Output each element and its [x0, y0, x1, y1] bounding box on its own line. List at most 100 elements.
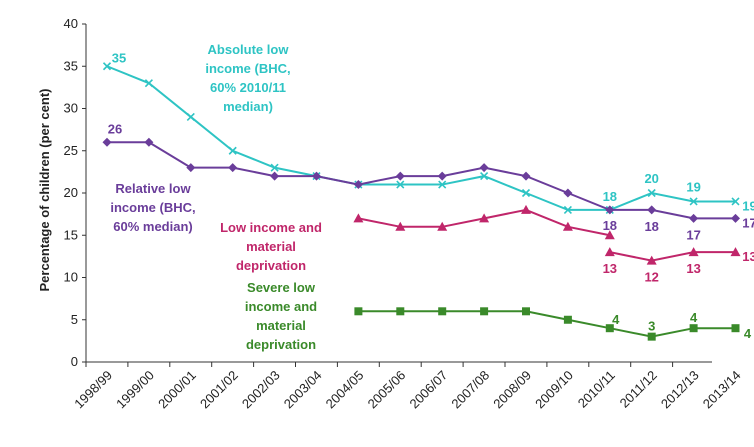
series-annotation: Low income and	[220, 220, 322, 235]
data-point	[480, 307, 489, 316]
x-tick-label: 2012/13	[658, 368, 702, 412]
data-point	[186, 163, 196, 173]
x-tick-label: 2002/03	[239, 368, 283, 412]
series-annotation: income and	[245, 299, 317, 314]
data-point	[521, 171, 531, 181]
data-point	[438, 180, 447, 189]
series-annotation: 60% 2010/11	[210, 80, 286, 95]
series-line	[106, 65, 736, 211]
data-label: 35	[112, 50, 126, 65]
y-tick-label: 40	[64, 16, 78, 31]
y-tick-label: 25	[64, 143, 78, 158]
data-label: 13	[603, 261, 617, 276]
data-point	[102, 137, 112, 147]
data-label: 17	[742, 215, 754, 230]
y-tick-label: 15	[64, 227, 78, 242]
data-point	[730, 247, 741, 257]
series-annotation: Relative low	[115, 181, 191, 196]
data-point	[522, 307, 530, 316]
data-point	[144, 79, 153, 88]
series-line	[358, 310, 736, 338]
data-point	[438, 307, 447, 316]
data-label: 13	[742, 249, 754, 264]
data-point	[647, 205, 657, 215]
data-point	[354, 307, 363, 316]
series-annotation: Absolute low	[208, 42, 290, 57]
series-annotation: median)	[223, 99, 273, 114]
data-point	[563, 205, 572, 214]
data-label: 4	[612, 312, 620, 327]
data-point	[604, 230, 615, 240]
data-label: 19	[686, 179, 700, 194]
x-tick-label: 2009/10	[532, 368, 576, 412]
series-annotation: deprivation	[246, 337, 316, 352]
data-point	[521, 204, 531, 214]
data-label: 4	[744, 326, 752, 341]
y-tick-label: 5	[71, 312, 78, 327]
y-tick-label: 0	[71, 354, 78, 369]
x-tick-label: 2011/12	[617, 368, 660, 411]
data-label: 4	[690, 310, 698, 325]
data-point	[480, 172, 489, 181]
series-annotation: income (BHC,	[110, 200, 195, 215]
data-label: 12	[644, 270, 658, 285]
data-point	[312, 171, 321, 181]
series-annotation: material	[256, 318, 306, 333]
data-label: 26	[108, 121, 122, 136]
data-point	[689, 197, 698, 206]
data-point	[562, 221, 573, 231]
data-point	[604, 247, 615, 257]
data-point	[353, 213, 364, 223]
data-point	[521, 188, 531, 198]
x-tick-label: 2000/01	[155, 368, 199, 412]
data-label: 20	[644, 171, 658, 186]
x-tick-label: 1999/00	[113, 368, 157, 412]
data-point	[563, 315, 572, 324]
data-point	[144, 137, 154, 147]
y-tick-label: 10	[64, 270, 78, 285]
data-point	[437, 171, 447, 181]
series-annotation: Severe low	[247, 280, 316, 295]
data-label: 18	[603, 218, 617, 233]
data-label: 18	[603, 189, 617, 204]
data-point	[479, 163, 489, 173]
series-layer	[102, 62, 741, 341]
x-tick-label: 2003/04	[281, 368, 325, 412]
data-label: 19	[742, 198, 754, 213]
data-point	[102, 62, 112, 71]
data-point	[479, 213, 490, 223]
y-axis-title: Percentage of children (per cent)	[37, 89, 52, 292]
x-tick-label: 2013/14	[700, 368, 744, 412]
data-point	[437, 221, 448, 231]
data-point	[186, 112, 195, 122]
data-point	[395, 171, 405, 181]
data-label: 3	[648, 319, 655, 334]
data-point	[396, 180, 405, 189]
data-point	[563, 188, 573, 198]
data-point	[688, 247, 699, 257]
x-tick-label: 2005/06	[365, 368, 409, 412]
x-tick-label: 1998/99	[71, 368, 115, 412]
series-annotation: 60% median)	[113, 219, 192, 234]
data-point	[353, 180, 363, 190]
x-tick-label: 2010/11	[575, 368, 618, 411]
data-point	[689, 324, 698, 333]
data-point	[395, 221, 406, 231]
x-tick-label: 2001/02	[197, 368, 241, 412]
data-point	[270, 171, 280, 181]
data-point	[647, 332, 656, 341]
x-tick-label: 2008/09	[490, 368, 534, 412]
series-annotation: material	[246, 239, 296, 254]
data-point	[228, 163, 238, 173]
y-tick-label: 20	[64, 185, 78, 200]
data-point	[689, 213, 699, 223]
series-line	[609, 251, 736, 262]
data-point	[270, 163, 279, 172]
data-point	[731, 324, 740, 333]
data-point	[731, 197, 740, 206]
x-tick-label: 2007/08	[448, 368, 492, 412]
data-point	[731, 213, 740, 223]
data-point	[605, 324, 614, 333]
data-label: 17	[686, 227, 700, 242]
